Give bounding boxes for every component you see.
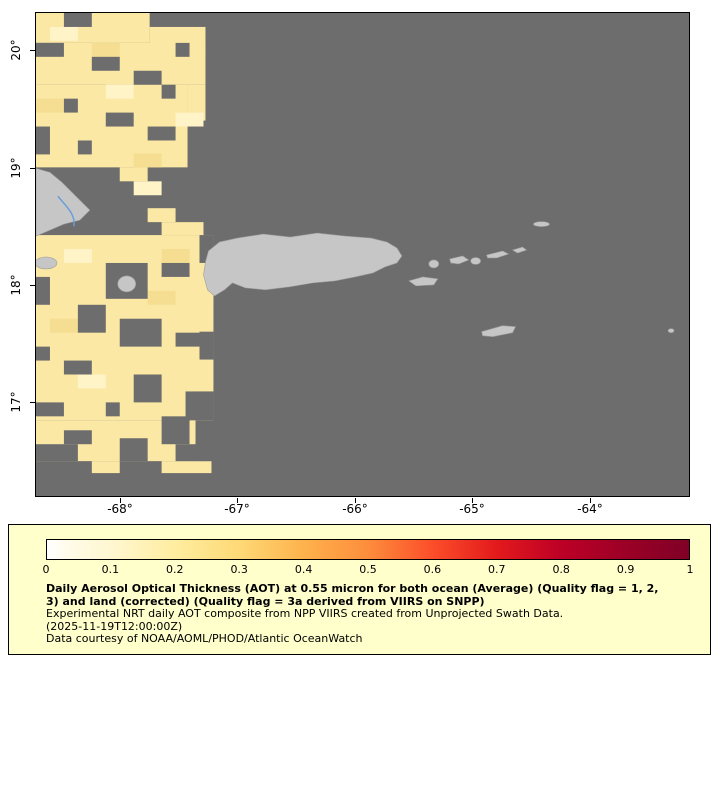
y-axis-tick (30, 285, 35, 286)
colorbar-tick-label: 0.6 (423, 563, 442, 576)
land-anegada (533, 221, 550, 227)
land-saona-island (36, 256, 58, 270)
aot-data-layer (36, 13, 214, 474)
colorbar-tick-label: 0.5 (359, 563, 377, 576)
colorbar-tick-label: 0.1 (101, 563, 120, 576)
y-axis-tick (30, 168, 35, 169)
colorbar-tick-labels: 0 0.1 0.2 0.3 0.4 0.5 0.6 0.7 0.8 0.9 1 (42, 563, 694, 577)
x-tick-label: -68° (107, 502, 133, 516)
y-axis-tick (30, 402, 35, 403)
colorbar-tick-label: 0.7 (488, 563, 506, 576)
land-st-croix (481, 325, 516, 337)
x-axis-tick (237, 498, 238, 503)
x-axis-tick (355, 498, 356, 503)
land-st-john (470, 257, 481, 265)
aot-colorbar (46, 539, 690, 560)
land-mona-island (117, 275, 136, 293)
y-tick-label: 18° (9, 274, 23, 296)
legend-box: 0 0.1 0.2 0.3 0.4 0.5 0.6 0.7 0.8 0.9 1 … (8, 524, 711, 655)
legend-credit: Data courtesy of NOAA/AOML/PHOD/Atlantic… (46, 632, 363, 645)
y-tick-label: 20° (9, 39, 23, 61)
map-image (36, 13, 689, 496)
legend-timestamp: (2025-11-19T12:00:00Z) (46, 619, 183, 633)
legend-title: Daily Aerosol Optical Thickness (AOT) at… (46, 582, 659, 608)
y-tick-label: 19° (9, 157, 23, 179)
land-vieques (408, 276, 439, 287)
legend-text-block: Daily Aerosol Optical Thickness (AOT) at… (46, 582, 694, 646)
land-st-thomas (449, 255, 470, 265)
land-puerto-rico (203, 232, 403, 297)
x-tick-label: -66° (342, 502, 368, 516)
colorbar-tick-label: 0.4 (294, 563, 313, 576)
map-frame (35, 12, 690, 497)
x-axis-tick (120, 498, 121, 503)
colorbar-tick-label: 0.3 (230, 563, 248, 576)
colorbar-tick-label: 0.2 (166, 563, 184, 576)
legend-description: Experimental NRT daily AOT composite fro… (46, 607, 564, 620)
land-tortola (486, 250, 510, 259)
x-tick-label: -65° (459, 502, 485, 516)
colorbar-tick-label: 0.9 (616, 563, 635, 576)
y-axis-tick (30, 50, 35, 51)
colorbar-tick-label: 1 (686, 563, 694, 576)
y-tick-label: 17° (9, 391, 23, 413)
x-axis-tick (590, 498, 591, 503)
colorbar-tick-label: 0 (42, 563, 50, 576)
x-tick-label: -64° (577, 502, 603, 516)
land-culebra (428, 259, 440, 269)
blue-line-artifact (57, 195, 75, 227)
land-small-islet (667, 328, 675, 333)
x-tick-label: -67° (224, 502, 250, 516)
colorbar-tick-label: 0.8 (552, 563, 570, 576)
land-virgin-gorda (511, 246, 528, 254)
x-axis-tick (472, 498, 473, 503)
